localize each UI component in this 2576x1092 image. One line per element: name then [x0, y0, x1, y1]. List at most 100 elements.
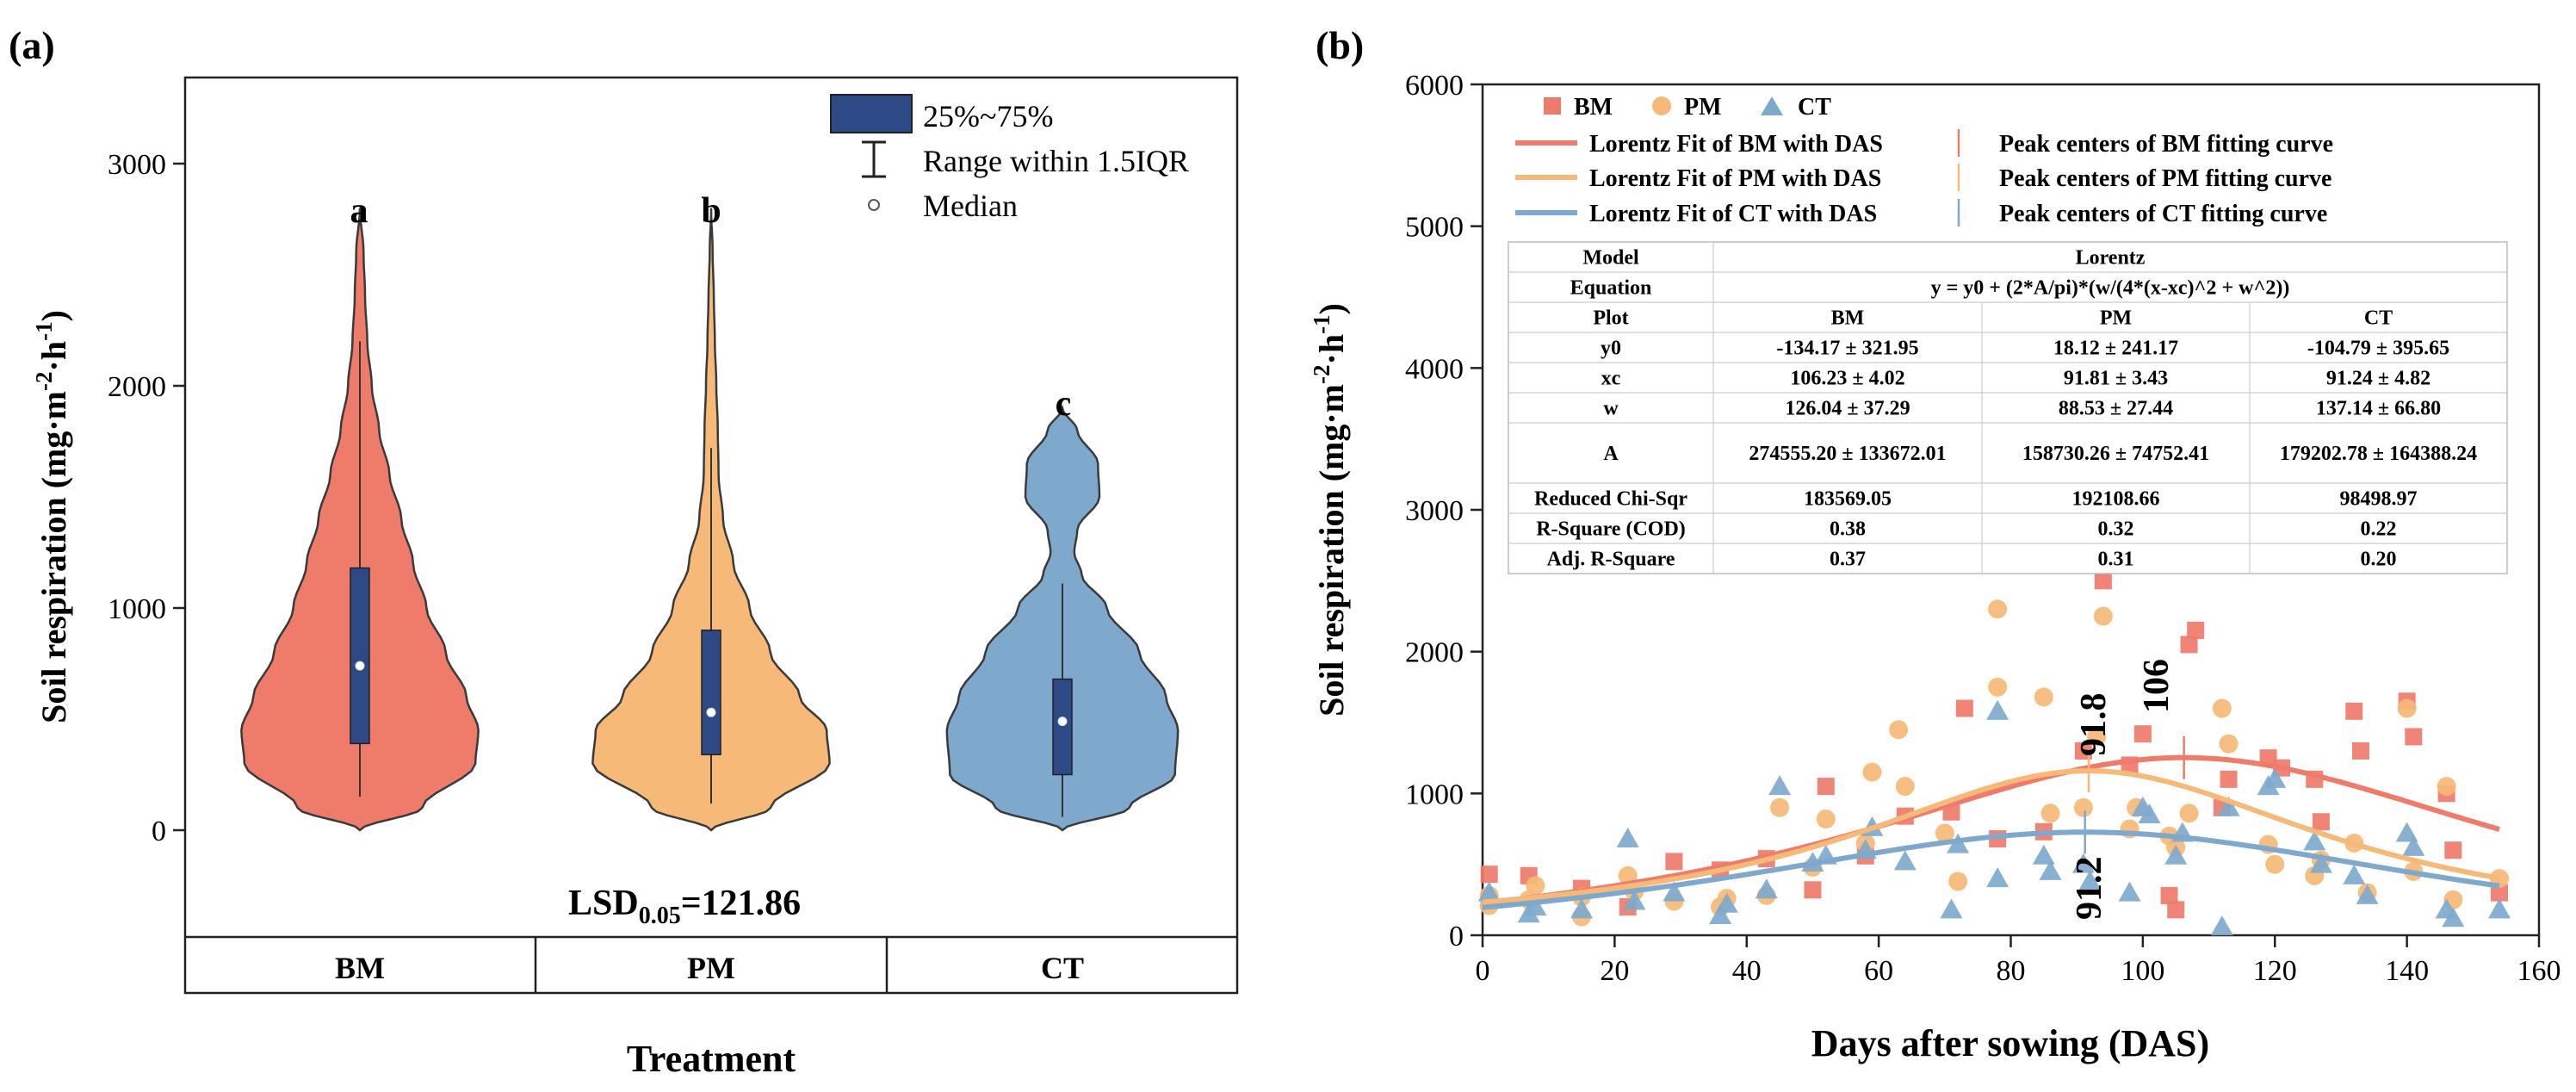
- point-pm: [2437, 777, 2456, 797]
- point-ct: [1570, 898, 1594, 919]
- point-pm: [1816, 809, 1836, 828]
- point-ct: [2303, 830, 2326, 851]
- point-ct: [1623, 890, 1646, 910]
- point-pm: [1988, 677, 2008, 697]
- point-pm: [2265, 854, 2285, 874]
- table-cell-value: 158730.26 ± 74752.41: [2022, 443, 2209, 465]
- point-ct: [2071, 853, 2095, 873]
- fit-curve-bm: [1482, 754, 2500, 906]
- point-pm: [2040, 803, 2060, 823]
- box-bm: [350, 567, 370, 745]
- point-bm: [1665, 853, 1683, 871]
- point-pm: [1862, 762, 1882, 782]
- y-tick-label-0: 0: [152, 816, 166, 847]
- point-pm: [1988, 599, 2008, 619]
- point-bm: [2312, 813, 2330, 831]
- legend-bm-marker: [1544, 97, 1561, 115]
- panel-a-frame: [183, 76, 1239, 995]
- table-cell-label: A: [1603, 443, 1619, 465]
- panel-a-y-axis-label: Soil respiration (mg·m-2·h-1): [31, 310, 73, 723]
- point-ct: [2442, 907, 2465, 928]
- table-cell-value: 0.37: [1830, 549, 1866, 571]
- point-ct: [1768, 775, 1792, 796]
- point-ct: [1477, 881, 1501, 902]
- point-bm: [1804, 881, 1822, 899]
- letter-ct: c: [1056, 384, 1072, 424]
- y-tick-label-5000: 5000: [1405, 212, 1464, 244]
- x-tick-label-80: 80: [1997, 955, 2026, 987]
- legend-pm-fit-label: Lorentz Fit of PM with DAS: [1589, 165, 1881, 192]
- point-ct: [1663, 881, 1686, 902]
- panel-a-y-ticks: 0 1000 2000 3000: [108, 149, 185, 847]
- panel-b-fits: [1482, 754, 2500, 910]
- point-pm: [1948, 872, 1968, 891]
- table-cell-value: 183569.05: [1804, 488, 1892, 511]
- point-bm: [2160, 886, 2178, 904]
- legend-ct-label: CT: [1798, 94, 1831, 121]
- legend-ct-peak-label: Peak centers of CT fitting curve: [1999, 201, 2327, 227]
- legend-pm-label: PM: [1684, 94, 1722, 121]
- table-cell-label: Equation: [1570, 277, 1652, 300]
- table-cell-label: y0: [1601, 338, 1621, 360]
- point-pm: [2073, 797, 2093, 817]
- table-cell-value: 0.32: [2098, 518, 2134, 541]
- x-tick-label-60: 60: [1864, 955, 1893, 987]
- table-cell-value: PM: [2100, 307, 2132, 330]
- point-ct: [2309, 853, 2332, 873]
- table-cell-value: 106.23 ± 4.02: [1790, 368, 1904, 390]
- point-ct: [2164, 844, 2188, 865]
- x-tick-label-160: 160: [2517, 955, 2561, 987]
- point-ct: [1940, 898, 1963, 919]
- x-tick-label-0: 0: [1476, 955, 1490, 987]
- y-tick-label-3000: 3000: [108, 149, 166, 181]
- y-tick-label-2000: 2000: [1405, 637, 1464, 669]
- category-label-pm: PM: [687, 951, 735, 985]
- panel-b-peaks: [2084, 735, 2185, 854]
- legend-whisker-label: Range within 1.5IQR: [923, 144, 1189, 178]
- table-cell-value: Lorentz: [2076, 247, 2146, 270]
- table-cell-value: 0.22: [2361, 518, 2397, 541]
- y-tick-label-1000: 1000: [1405, 779, 1464, 810]
- point-ct: [2395, 822, 2418, 842]
- median-ct: [1057, 717, 1068, 727]
- legend-pm-peak-label: Peak centers of PM fitting curve: [1999, 165, 2331, 192]
- x-tick-label-40: 40: [1732, 955, 1762, 987]
- y-tick-label-1000: 1000: [108, 593, 166, 625]
- legend-box-swatch: [830, 94, 913, 133]
- table-cell-label: w: [1603, 398, 1619, 420]
- point-pm: [2087, 727, 2107, 747]
- panel-b-y-axis-label: Soil respiration (mg·m-2·h-1): [1309, 303, 1351, 717]
- point-ct: [1755, 878, 1778, 899]
- point-ct: [1524, 896, 1547, 916]
- panel-b: (b) 0 20 40 60 80 100 120 140 160 0 1000 2000 3000 40…: [1309, 23, 2561, 1064]
- point-pm: [2212, 698, 2232, 718]
- panel-b-axes: 0 20 40 60 80 100 120 140 160 0 1000 2000 3000 4000 50…: [1405, 70, 2561, 987]
- table-cell-label: Adj. R-Square: [1547, 549, 1675, 571]
- point-pm: [2093, 606, 2113, 626]
- legend-ct-fit-label: Lorentz Fit of CT with DAS: [1589, 201, 1877, 227]
- point-bm: [2351, 741, 2369, 760]
- box-ct: [1052, 678, 1073, 776]
- point-pm: [1770, 797, 1790, 817]
- point-ct: [2118, 881, 2141, 902]
- point-pm: [2034, 687, 2053, 707]
- point-bm: [2187, 621, 2205, 639]
- table-cell-value: CT: [2364, 307, 2393, 330]
- table-cell-value: 0.20: [2361, 549, 2397, 571]
- table-cell-value: 126.04 ± 37.29: [1785, 398, 1910, 420]
- legend-box-label: 25%~75%: [923, 99, 1053, 133]
- point-bm: [2444, 841, 2462, 859]
- point-ct: [1986, 867, 2009, 888]
- table-cell-value: -104.79 ± 395.65: [2307, 338, 2449, 360]
- category-label-bm: BM: [335, 951, 385, 985]
- box-pm: [701, 630, 721, 756]
- point-bm: [2220, 770, 2238, 788]
- table-cell-label: Model: [1582, 247, 1639, 270]
- peak-label-ct: 91.2: [2070, 857, 2109, 921]
- table-cell-value: 88.53 ± 27.44: [2059, 398, 2173, 420]
- point-pm: [2219, 734, 2239, 754]
- point-ct: [2356, 884, 2379, 904]
- point-bm: [1817, 778, 1835, 796]
- table-cell-label: R-Square (COD): [1536, 518, 1686, 541]
- table-cell-value: 18.12 ± 241.17: [2053, 338, 2178, 360]
